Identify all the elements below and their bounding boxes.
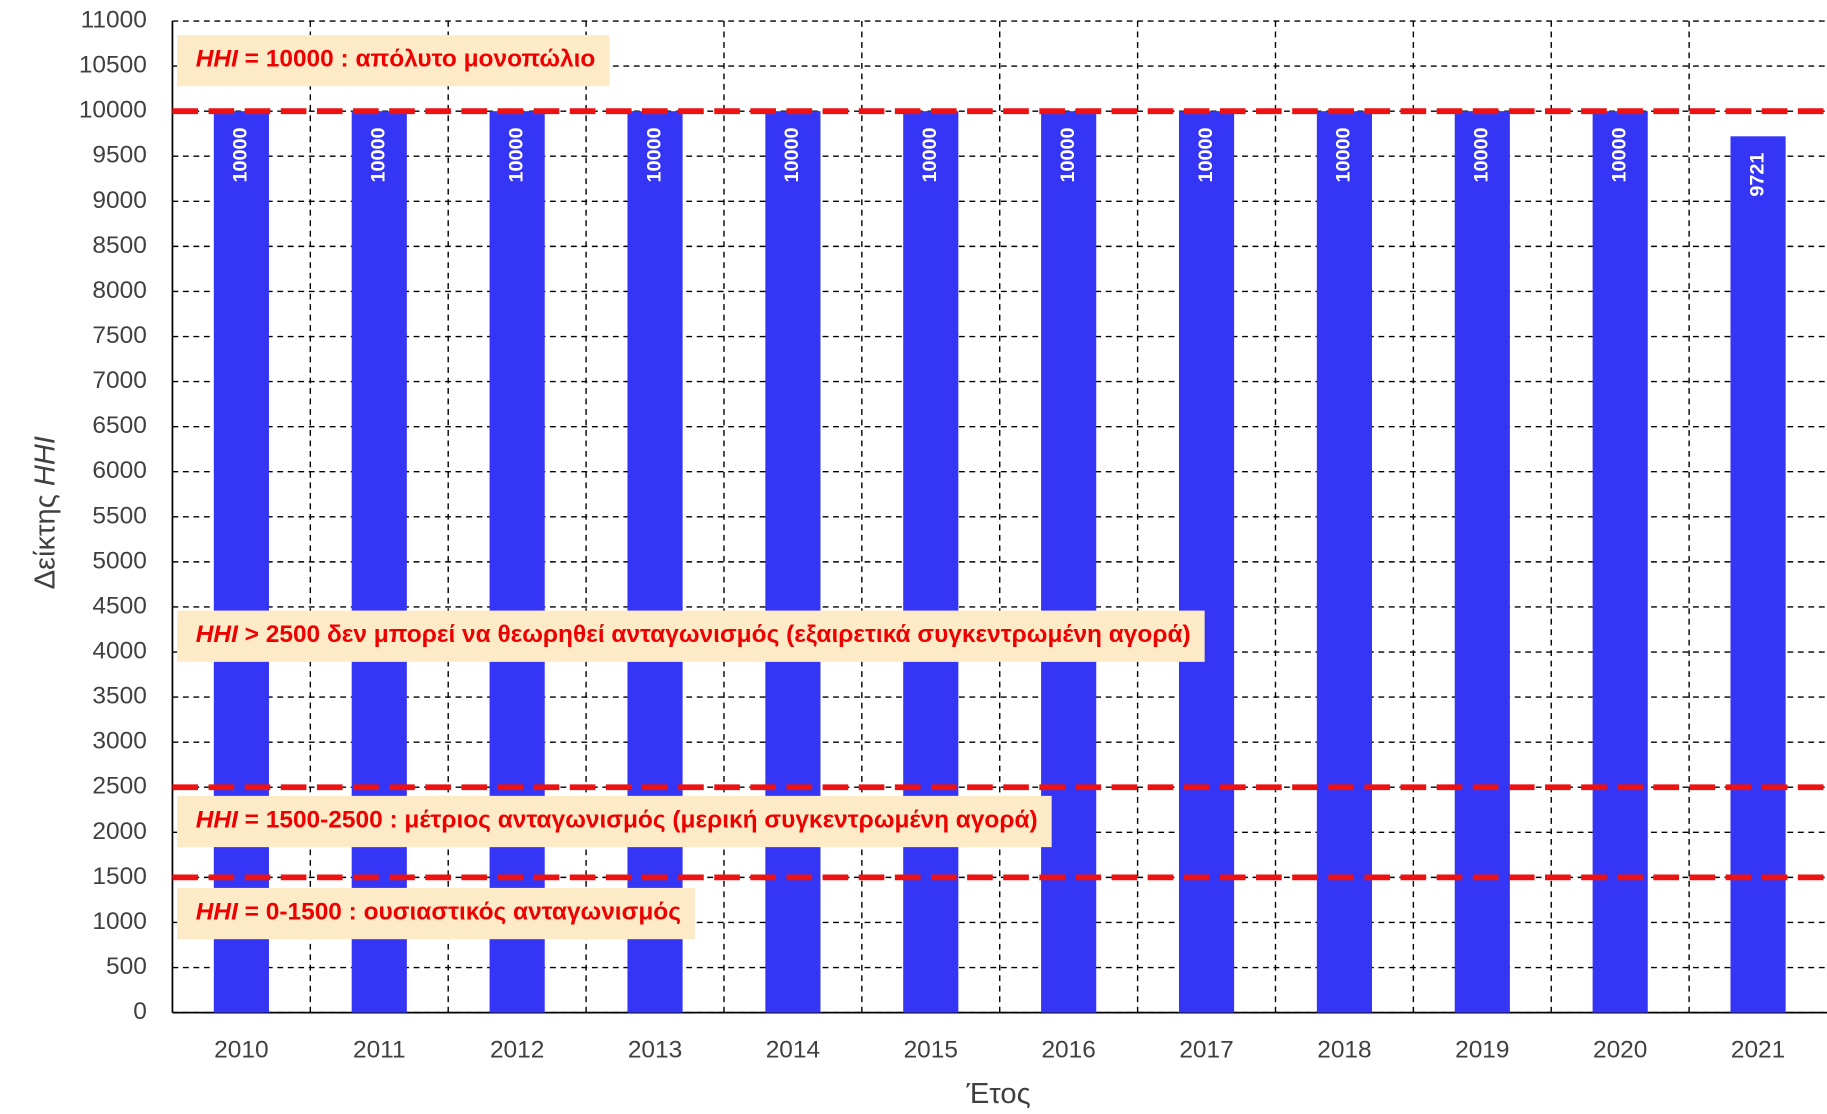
value-label: 10000 [505, 127, 527, 182]
x-tick-label: 2019 [1455, 1037, 1509, 1064]
annotation-box [177, 795, 1052, 848]
annotation-box [177, 610, 1205, 662]
annotation-rest: > 2500 δεν μπορεί να θεωρηθεί ανταγωνισμ… [245, 622, 1191, 649]
y-tick-label: 7500 [92, 322, 146, 349]
annotation-emphasis: HHI [196, 622, 239, 649]
grid [172, 20, 1827, 1014]
annotation-text: HHI = 0-1500 : ουσιαστικός ανταγωνισμός [196, 899, 681, 926]
annotation-text: HHI = 10000 : απόλυτο μονοπώλιο [196, 46, 596, 73]
y-tick-label: 1000 [92, 908, 146, 935]
bar [903, 111, 959, 1013]
annotation-emphasis: HHI [196, 46, 239, 73]
x-tick-label: 2021 [1731, 1037, 1785, 1064]
x-tick-label: 2017 [1179, 1037, 1233, 1064]
annotation-box [177, 887, 695, 940]
y-tick-label: 5500 [92, 502, 146, 529]
y-tick-label: 10500 [79, 52, 147, 79]
annotation: HHI = 1500-2500 : μέτριος ανταγωνισμός (… [177, 795, 1052, 848]
value-label: 10000 [1608, 127, 1630, 182]
annotation-rest: = 0-1500 : ουσιαστικός ανταγωνισμός [245, 899, 681, 926]
x-tick-label: 2014 [766, 1037, 820, 1064]
x-tick-label: 2010 [214, 1037, 268, 1064]
annotation: HHI > 2500 δεν μπορεί να θεωρηθεί ανταγω… [177, 610, 1205, 662]
annotation-rest: = 1500-2500 : μέτριος ανταγωνισμός (μερι… [245, 807, 1038, 834]
x-tick-label: 2016 [1041, 1037, 1095, 1064]
value-label: 10000 [643, 127, 665, 182]
y-tick-label: 4000 [92, 637, 146, 664]
y-tick-label: 8000 [92, 277, 146, 304]
bar [1178, 111, 1235, 1013]
bar [627, 111, 683, 1013]
value-label: 10000 [230, 127, 252, 182]
y-tick-label: 2500 [92, 773, 146, 800]
annotation: HHI = 10000 : απόλυτο μονοπώλιο [177, 35, 610, 87]
annotation-emphasis: HHI [196, 899, 239, 926]
y-tick-label: 4500 [92, 592, 146, 619]
annotation-rest: = 10000 : απόλυτο μονοπώλιο [245, 46, 596, 73]
bar [489, 111, 545, 1013]
bar [351, 111, 407, 1013]
x-axis-title: Έτος [965, 1078, 1030, 1110]
y-tick-label: 9500 [92, 142, 146, 169]
annotation-emphasis: HHI [196, 807, 239, 834]
y-tick-label: 2000 [92, 818, 146, 845]
value-label: 10000 [1471, 127, 1493, 182]
bar [1454, 111, 1510, 1013]
x-tick-label: 2012 [490, 1037, 544, 1064]
bar [213, 111, 269, 1013]
value-label: 10000 [367, 127, 389, 182]
value-label: 10000 [1057, 127, 1079, 182]
bar [1041, 111, 1097, 1013]
y-tick-label: 3000 [92, 728, 146, 755]
x-tick-label: 2020 [1593, 1037, 1647, 1064]
y-tick-label: 0 [133, 998, 147, 1025]
y-tick-label: 10000 [79, 97, 147, 124]
y-tick-label: 9000 [92, 187, 146, 214]
bar [1592, 111, 1648, 1013]
x-tick-label: 2015 [904, 1037, 958, 1064]
annotation: HHI = 0-1500 : ουσιαστικός ανταγωνισμός [177, 887, 695, 940]
y-tick-label: 8500 [92, 232, 146, 259]
annotation-box [177, 35, 610, 87]
y-tick-label: 6000 [92, 457, 146, 484]
y-tick-label: 7000 [92, 367, 146, 394]
value-label: 10000 [1195, 127, 1217, 182]
y-tick-label: 1500 [92, 863, 146, 890]
annotation-text: HHI = 1500-2500 : μέτριος ανταγωνισμός (… [196, 807, 1038, 834]
x-tick-label: 2011 [353, 1037, 406, 1064]
value-label: 9721 [1746, 153, 1768, 197]
annotation-text: HHI > 2500 δεν μπορεί να θεωρηθεί ανταγω… [196, 622, 1191, 649]
y-tick-label: 5000 [92, 547, 146, 574]
value-label: 10000 [1333, 127, 1355, 182]
x-tick-label: 2013 [628, 1037, 682, 1064]
value-label: 10000 [919, 127, 941, 182]
y-tick-label: 11000 [81, 6, 147, 33]
y-axis-title: Δείκτης HHI [29, 436, 61, 589]
bar [1316, 111, 1372, 1013]
y-tick-label: 6500 [92, 412, 146, 439]
bar [765, 111, 821, 1013]
bar [1730, 136, 1786, 1013]
y-tick-label: 3500 [92, 683, 146, 710]
x-tick-label: 2018 [1317, 1037, 1371, 1064]
value-label: 10000 [781, 127, 803, 182]
y-tick-label: 500 [106, 953, 147, 980]
